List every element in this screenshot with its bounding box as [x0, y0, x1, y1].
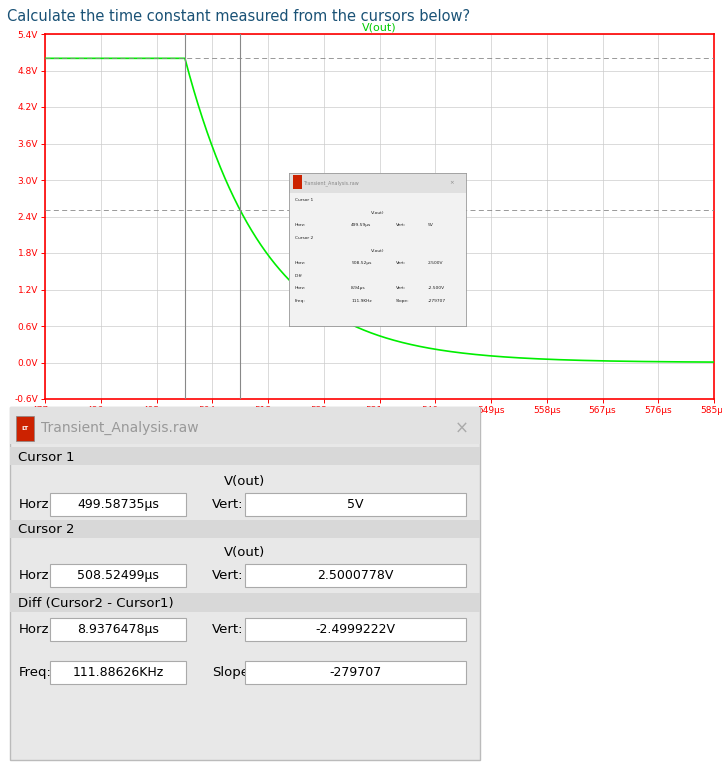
- FancyBboxPatch shape: [16, 415, 33, 441]
- FancyBboxPatch shape: [50, 661, 186, 684]
- Text: Transient_Analysis.raw: Transient_Analysis.raw: [40, 421, 198, 435]
- Text: Diff (Cursor2 - Cursor1): Diff (Cursor2 - Cursor1): [19, 597, 174, 610]
- Text: Freq:: Freq:: [19, 666, 51, 679]
- Text: ×: ×: [454, 419, 469, 437]
- FancyBboxPatch shape: [245, 617, 466, 641]
- Text: -279707: -279707: [329, 666, 381, 679]
- Text: Calculate the time constant measured from the cursors below?: Calculate the time constant measured fro…: [7, 9, 470, 25]
- Text: Vert:: Vert:: [212, 498, 243, 511]
- Text: 5V: 5V: [347, 498, 364, 511]
- FancyBboxPatch shape: [10, 407, 480, 444]
- Text: Horz:: Horz:: [19, 569, 53, 582]
- FancyBboxPatch shape: [10, 594, 480, 612]
- Text: 111.88626KHz: 111.88626KHz: [72, 666, 164, 679]
- Text: -2.4999222V: -2.4999222V: [316, 623, 396, 636]
- FancyBboxPatch shape: [245, 564, 466, 587]
- Text: Vert:: Vert:: [212, 569, 243, 582]
- FancyBboxPatch shape: [50, 564, 186, 587]
- FancyBboxPatch shape: [10, 407, 480, 760]
- Text: LT: LT: [21, 425, 28, 431]
- FancyBboxPatch shape: [10, 520, 480, 538]
- FancyBboxPatch shape: [50, 493, 186, 516]
- Text: 2.5000778V: 2.5000778V: [317, 569, 393, 582]
- Text: Horz:: Horz:: [19, 623, 53, 636]
- Text: V(out): V(out): [225, 475, 266, 488]
- Text: 499.58735μs: 499.58735μs: [77, 498, 159, 511]
- Text: Vert:: Vert:: [212, 623, 243, 636]
- FancyBboxPatch shape: [245, 493, 466, 516]
- FancyBboxPatch shape: [50, 617, 186, 641]
- Text: Cursor 2: Cursor 2: [19, 523, 75, 536]
- Text: Slope:: Slope:: [212, 666, 253, 679]
- FancyBboxPatch shape: [10, 447, 480, 465]
- Text: 8.9376478μs: 8.9376478μs: [77, 623, 159, 636]
- FancyBboxPatch shape: [245, 661, 466, 684]
- Text: V(out): V(out): [225, 546, 266, 559]
- Text: V(out): V(out): [362, 22, 397, 32]
- Text: Cursor 1: Cursor 1: [19, 451, 75, 464]
- Text: Horz:: Horz:: [19, 498, 53, 511]
- Text: 508.52499μs: 508.52499μs: [77, 569, 159, 582]
